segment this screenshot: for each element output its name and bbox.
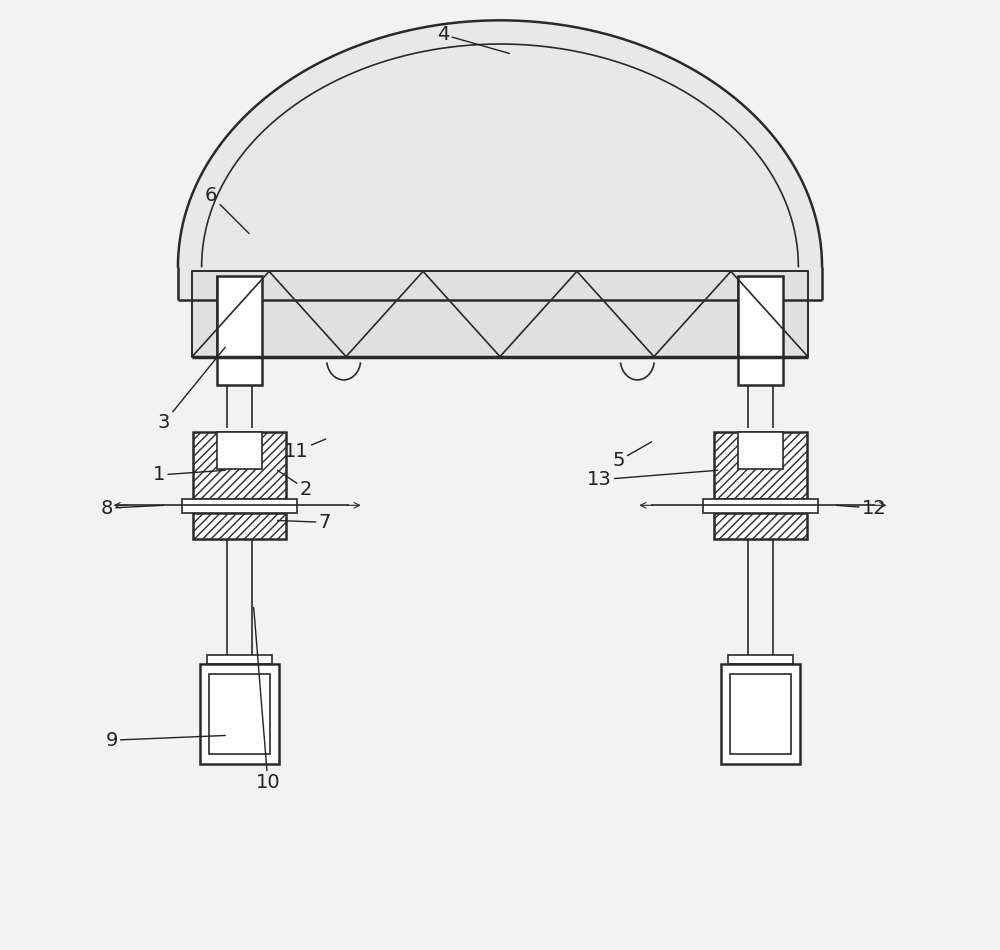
Bar: [207, 655, 272, 664]
Bar: [193, 513, 286, 540]
Text: 13: 13: [587, 470, 718, 489]
Text: 3: 3: [158, 347, 225, 432]
Bar: [714, 513, 807, 540]
Bar: [182, 499, 297, 513]
Bar: [730, 674, 791, 754]
Bar: [209, 674, 270, 754]
Bar: [192, 272, 808, 356]
Text: 9: 9: [105, 731, 225, 750]
Text: 4: 4: [437, 25, 509, 53]
Text: 10: 10: [254, 608, 280, 792]
Text: 7: 7: [277, 513, 331, 532]
Text: 6: 6: [205, 186, 249, 234]
Text: 2: 2: [277, 470, 312, 499]
Text: 12: 12: [836, 499, 887, 518]
Bar: [714, 432, 807, 499]
Bar: [703, 499, 818, 513]
Polygon shape: [178, 20, 822, 300]
Text: 1: 1: [153, 466, 225, 484]
Bar: [738, 432, 783, 469]
Bar: [738, 276, 783, 385]
Bar: [217, 276, 262, 385]
Bar: [193, 432, 286, 499]
Text: 8: 8: [101, 499, 164, 518]
Text: 11: 11: [284, 439, 326, 461]
Bar: [721, 664, 800, 764]
Text: 5: 5: [612, 442, 652, 470]
Bar: [217, 432, 262, 469]
Bar: [200, 664, 279, 764]
Bar: [728, 655, 793, 664]
